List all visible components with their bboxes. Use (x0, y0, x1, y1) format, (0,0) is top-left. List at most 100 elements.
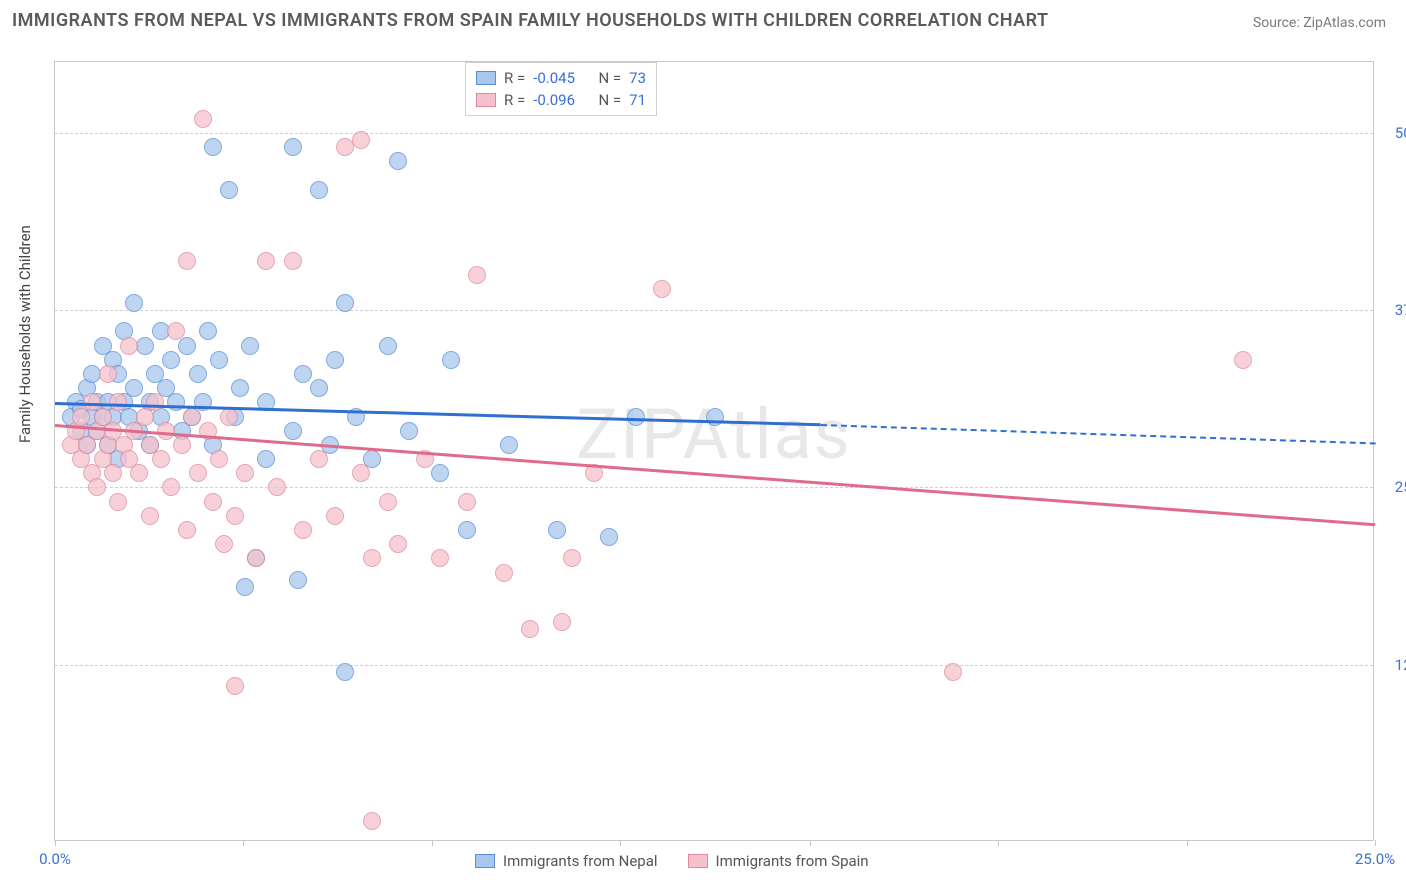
swatch-spain (476, 93, 496, 107)
data-point (173, 436, 191, 454)
data-point (210, 450, 228, 468)
data-point (226, 677, 244, 695)
plot-area: ZIPAtlas R = -0.045 N = 73 R = -0.096 N … (54, 61, 1374, 841)
data-point (146, 393, 164, 411)
n-value-nepal: 73 (629, 69, 646, 87)
data-point (109, 393, 127, 411)
data-point (236, 464, 254, 482)
x-tickmark (620, 840, 621, 846)
data-point (99, 365, 117, 383)
data-point (125, 294, 143, 312)
data-point (495, 564, 513, 582)
data-point (268, 478, 286, 496)
title-bar: IMMIGRANTS FROM NEPAL VS IMMIGRANTS FROM… (0, 0, 1406, 37)
data-point (136, 337, 154, 355)
legend-bottom: Immigrants from Nepal Immigrants from Sp… (475, 852, 869, 870)
data-point (130, 464, 148, 482)
source-label: Source: ZipAtlas.com (1253, 15, 1386, 31)
legend-row-nepal: R = -0.045 N = 73 (476, 67, 646, 89)
data-point (257, 252, 275, 270)
data-point (458, 521, 476, 539)
data-point (189, 365, 207, 383)
data-point (294, 521, 312, 539)
x-tickmark (1375, 840, 1376, 846)
swatch-spain-icon (688, 854, 708, 868)
data-point (363, 812, 381, 830)
data-point (247, 549, 265, 567)
data-point (109, 493, 127, 511)
data-point (220, 181, 238, 199)
data-point (310, 181, 328, 199)
data-point (548, 521, 566, 539)
data-point (458, 493, 476, 511)
data-point (500, 436, 518, 454)
x-tickmark (432, 840, 433, 846)
data-point (284, 252, 302, 270)
x-tickmark (1187, 840, 1188, 846)
data-point (289, 571, 307, 589)
data-point (141, 507, 159, 525)
data-point (352, 464, 370, 482)
data-point (553, 613, 571, 631)
x-tick-label: 25.0% (1355, 850, 1395, 868)
data-point (431, 549, 449, 567)
data-point (194, 110, 212, 128)
data-point (120, 337, 138, 355)
data-point (125, 379, 143, 397)
gridline (55, 487, 1373, 488)
data-point (157, 422, 175, 440)
x-tickmark (998, 840, 999, 846)
gridline (55, 665, 1373, 666)
data-point (336, 294, 354, 312)
data-point (653, 280, 671, 298)
trend-line (821, 424, 1375, 444)
data-point (236, 578, 254, 596)
data-point (389, 152, 407, 170)
y-tick-label: 37.5% (1395, 301, 1406, 319)
data-point (204, 138, 222, 156)
legend-item-nepal: Immigrants from Nepal (475, 852, 658, 870)
data-point (563, 549, 581, 567)
data-point (944, 663, 962, 681)
data-point (310, 450, 328, 468)
gridline (55, 133, 1373, 134)
data-point (521, 620, 539, 638)
r-value-nepal: -0.045 (533, 69, 575, 87)
r-value-spain: -0.096 (533, 91, 575, 109)
data-point (363, 549, 381, 567)
data-point (226, 507, 244, 525)
swatch-nepal-icon (475, 854, 495, 868)
data-point (189, 464, 207, 482)
data-point (326, 351, 344, 369)
legend-item-spain: Immigrants from Spain (688, 852, 869, 870)
data-point (600, 528, 618, 546)
data-point (104, 464, 122, 482)
data-point (284, 138, 302, 156)
data-point (627, 408, 645, 426)
data-point (167, 393, 185, 411)
data-point (241, 337, 259, 355)
chart-title: IMMIGRANTS FROM NEPAL VS IMMIGRANTS FROM… (12, 10, 1049, 31)
x-tickmark (243, 840, 244, 846)
y-tick-label: 12.5% (1395, 656, 1406, 674)
data-point (284, 422, 302, 440)
data-point (215, 535, 233, 553)
data-point (468, 266, 486, 284)
data-point (183, 408, 201, 426)
x-tickmark (55, 840, 56, 846)
data-point (389, 535, 407, 553)
y-axis-label: Family Households with Children (16, 225, 34, 443)
data-point (431, 464, 449, 482)
legend-label-nepal: Immigrants from Nepal (503, 852, 658, 870)
data-point (88, 478, 106, 496)
data-point (1234, 351, 1252, 369)
data-point (310, 379, 328, 397)
y-tick-label: 50.0% (1395, 124, 1406, 142)
data-point (294, 365, 312, 383)
legend-label-spain: Immigrants from Spain (716, 852, 869, 870)
data-point (379, 493, 397, 511)
data-point (379, 337, 397, 355)
data-point (210, 351, 228, 369)
data-point (442, 351, 460, 369)
gridline (55, 310, 1373, 311)
